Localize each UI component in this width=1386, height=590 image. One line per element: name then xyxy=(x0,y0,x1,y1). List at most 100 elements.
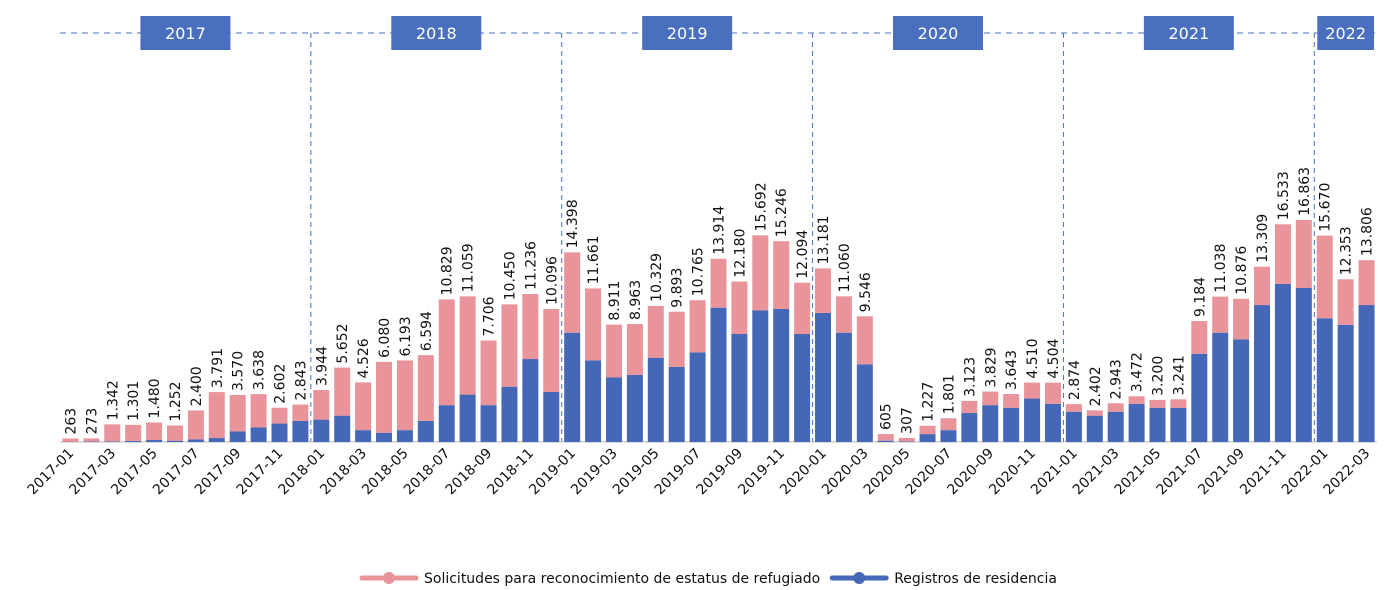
total-label: 6.193 xyxy=(398,316,414,356)
bar-segment xyxy=(564,332,581,442)
total-label: 9.184 xyxy=(1192,277,1208,317)
year-box xyxy=(391,16,482,50)
total-label: 9.546 xyxy=(858,272,874,312)
bar-segment xyxy=(668,311,685,367)
bar-segment xyxy=(1191,321,1208,354)
bar-segment xyxy=(522,294,539,360)
total-label: 10.329 xyxy=(649,253,665,302)
legend-marker xyxy=(383,572,395,584)
total-label: 10.096 xyxy=(544,256,560,305)
legend-label: Registros de residencia xyxy=(894,571,1057,587)
bar-segment xyxy=(376,361,393,433)
total-label: 13.181 xyxy=(816,215,832,264)
bar-segment xyxy=(835,296,852,333)
bar-segment xyxy=(898,437,915,442)
bar-segment xyxy=(877,440,894,442)
total-label: 2.843 xyxy=(293,360,309,400)
total-label: 8.911 xyxy=(607,281,623,321)
total-label: 11.661 xyxy=(586,235,602,284)
bar-segment xyxy=(815,312,832,442)
total-label: 1.252 xyxy=(168,381,184,421)
total-label: 2.602 xyxy=(273,364,289,404)
bar-segment xyxy=(125,424,142,441)
total-label: 11.060 xyxy=(837,243,853,292)
bar-segment xyxy=(250,394,267,428)
bar-segment xyxy=(480,340,497,406)
bar-segment xyxy=(146,422,163,441)
bar-segment xyxy=(1274,283,1291,442)
bar-segment xyxy=(815,268,832,313)
bar-segment xyxy=(835,332,852,442)
total-label: 6.080 xyxy=(377,318,393,358)
total-label: 1.342 xyxy=(105,380,121,420)
bar-segment xyxy=(83,438,100,442)
bar-segment xyxy=(585,360,602,442)
year-box xyxy=(893,16,983,50)
bar-segment xyxy=(605,377,622,442)
bar-segment xyxy=(1065,404,1082,412)
bar-segment xyxy=(166,425,183,441)
total-label: 11.038 xyxy=(1213,244,1229,293)
bar-segment xyxy=(1337,279,1354,325)
total-label: 13.309 xyxy=(1255,214,1271,263)
bar-segment xyxy=(313,419,330,442)
bar-segment xyxy=(292,420,309,442)
total-label: 8.963 xyxy=(628,280,644,320)
year-label: 2019 xyxy=(667,24,708,43)
bar-segment xyxy=(501,386,518,442)
bar-segment xyxy=(1065,411,1082,442)
bar-segment xyxy=(250,427,267,442)
bar-segment xyxy=(501,304,518,387)
total-label: 1.801 xyxy=(941,374,957,414)
bar-segment xyxy=(229,394,246,432)
total-label: 4.510 xyxy=(1025,339,1041,379)
bar-segment xyxy=(877,434,894,441)
total-label: 307 xyxy=(900,407,916,434)
bar-segment xyxy=(752,235,769,311)
total-label: 10.829 xyxy=(440,246,456,295)
bar-segment xyxy=(731,334,748,442)
bar-segment xyxy=(856,316,873,365)
bar-segment xyxy=(1233,298,1250,340)
bar-segment xyxy=(1107,403,1124,412)
bar-segment xyxy=(668,366,685,442)
total-label: 15.692 xyxy=(753,182,769,231)
total-label: 263 xyxy=(63,408,79,435)
bar-segment xyxy=(982,391,999,406)
bar-segment xyxy=(1233,339,1250,442)
total-label: 3.570 xyxy=(231,351,247,391)
bar-segment xyxy=(919,425,936,435)
bar-segment xyxy=(104,441,121,442)
total-label: 3.791 xyxy=(210,348,226,388)
total-label: 2.402 xyxy=(1088,366,1104,406)
bar-segment xyxy=(459,296,476,395)
total-label: 13.914 xyxy=(712,206,728,255)
bar-segment xyxy=(62,438,79,442)
bar-segment xyxy=(355,430,372,442)
bar-segment xyxy=(313,390,330,420)
total-label: 273 xyxy=(84,408,100,435)
year-label: 2020 xyxy=(918,24,959,43)
bar-segment xyxy=(773,308,790,442)
bar-segment xyxy=(710,307,727,442)
total-label: 4.504 xyxy=(1046,339,1062,379)
bar-segment xyxy=(1044,403,1061,442)
total-label: 3.200 xyxy=(1151,356,1167,396)
bar-segment xyxy=(689,300,706,353)
bar-segment xyxy=(773,241,790,309)
bar-segment xyxy=(605,324,622,378)
bar-segment xyxy=(1337,324,1354,442)
bar-segment xyxy=(961,400,978,414)
bar-segment xyxy=(1295,287,1312,442)
total-label: 605 xyxy=(879,403,895,430)
x-tick-label: 2022-03 xyxy=(1321,446,1374,499)
bar-segment xyxy=(187,439,204,442)
total-label: 1.301 xyxy=(126,381,142,421)
bar-segment xyxy=(856,364,873,442)
bar-segment xyxy=(438,405,455,442)
bar-segment xyxy=(689,352,706,442)
bar-segment xyxy=(1044,382,1061,404)
bar-segment xyxy=(1086,415,1103,442)
bar-segment xyxy=(1191,353,1208,442)
